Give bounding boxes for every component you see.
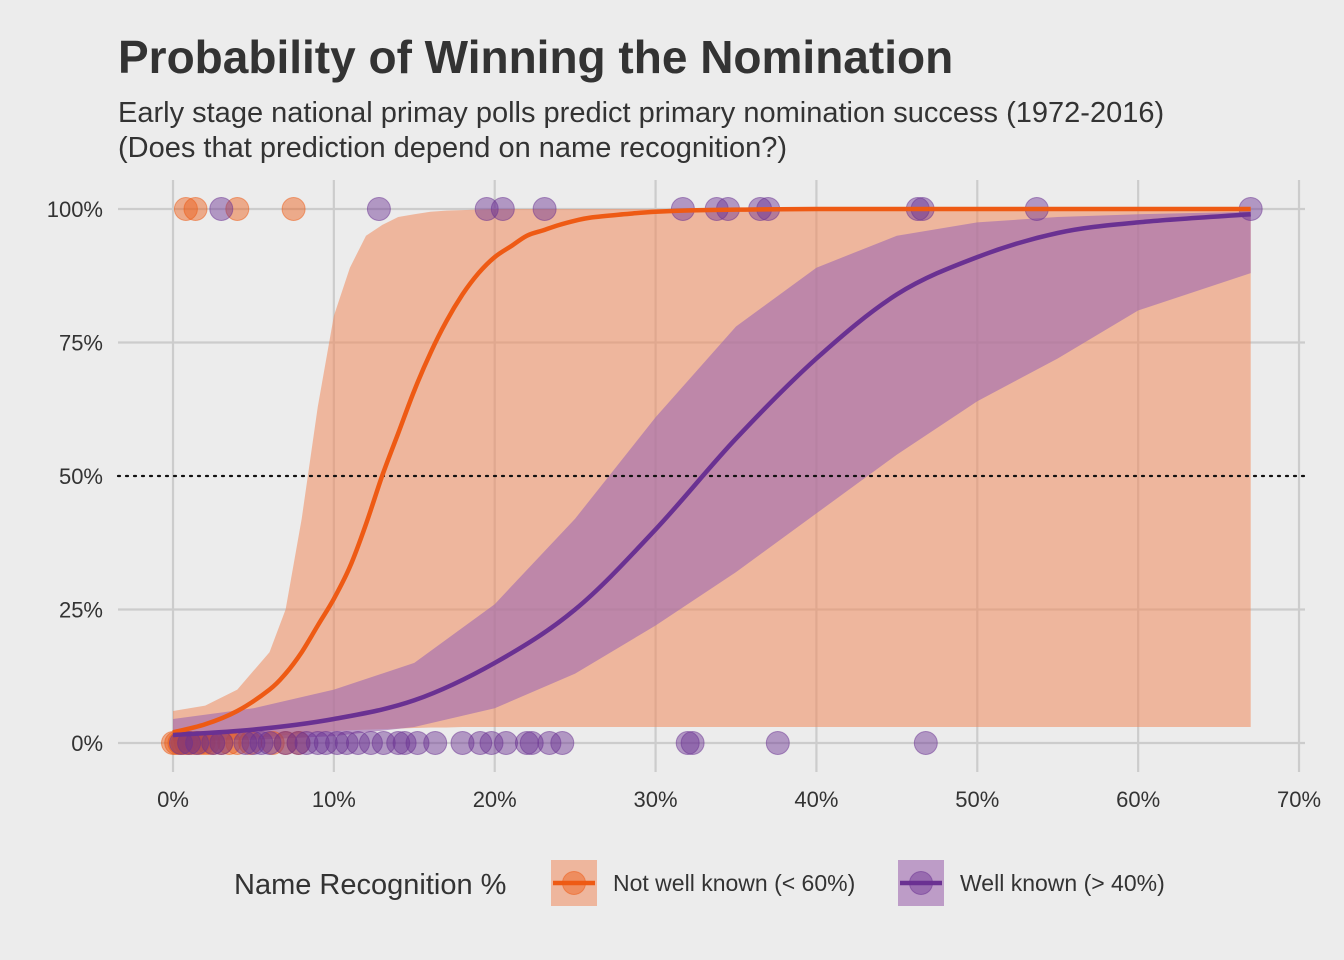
data-point-s1-14 [325, 731, 350, 755]
data-point-s1-20 [392, 731, 417, 755]
legend-items: Not well known (< 60%) Well known (> 40%) [551, 860, 1165, 906]
y-tick-label: 100% [47, 197, 103, 222]
x-tick-label: 70% [1277, 787, 1321, 812]
data-point-s1-25 [479, 731, 504, 755]
x-tick-label: 40% [794, 787, 838, 812]
data-point-s1-21 [405, 731, 430, 755]
fit-lines [172, 206, 1251, 738]
x-tick-label: 60% [1116, 787, 1160, 812]
x-axis-tick-labels: 0% 10% 20% 30% 40% 50% 60% 70% [157, 787, 1321, 812]
data-point-s1-34 [913, 731, 938, 755]
legend-item-0: Not well known (< 60%) [551, 860, 855, 906]
data-point-s1-26 [494, 731, 518, 755]
data-point-s1-22 [423, 731, 448, 755]
chart-subtitle-line-1: Early stage national primay polls predic… [118, 97, 1164, 129]
data-point-s1-10 [286, 731, 311, 755]
data-point-s0-19 [183, 197, 208, 221]
data-point-s1-30 [550, 731, 575, 755]
data-point-s1-35 [209, 197, 234, 221]
data-point-s1-39 [532, 197, 557, 221]
data-point-s1-36 [366, 197, 391, 221]
y-axis-tick-labels: 0% 25% 50% 75% 100% [47, 197, 103, 756]
legend-label: Not well known (< 60%) [613, 870, 855, 896]
x-tick-label: 30% [634, 787, 678, 812]
data-point-s1-33 [765, 731, 790, 755]
x-tick-label: 50% [955, 787, 999, 812]
data-point-s0-21 [281, 197, 306, 221]
data-point-s1-1 [177, 731, 202, 755]
data-point-s1-7 [249, 731, 274, 755]
chart-subtitle-line-2: (Does that prediction depend on name rec… [118, 132, 787, 164]
data-point-s1-28 [519, 731, 544, 755]
data-point-s1-23 [450, 731, 475, 755]
legend-item-1: Well known (> 40%) [898, 860, 1165, 906]
data-point-s1-4 [209, 731, 234, 755]
y-tick-label: 50% [59, 464, 103, 489]
data-point-s1-16 [346, 731, 370, 755]
chart-title: Probability of Winning the Nomination [118, 31, 953, 83]
y-tick-label: 25% [59, 598, 103, 623]
y-tick-label: 0% [71, 731, 103, 756]
fit-line-1 [172, 212, 1251, 738]
data-point-s1-18 [371, 731, 396, 755]
legend-key-point [909, 871, 933, 895]
x-tick-label: 10% [312, 787, 356, 812]
data-point-s1-19 [386, 731, 411, 755]
chart-legend: Name Recognition % Not well known (< 60%… [234, 860, 1165, 906]
x-tick-label: 0% [157, 787, 189, 812]
data-point-s1-38 [490, 197, 515, 221]
legend-label: Well known (> 40%) [960, 870, 1165, 896]
legend-title: Name Recognition % [234, 869, 506, 901]
data-point-s1-31 [675, 731, 700, 755]
data-point-s1-29 [537, 731, 562, 755]
y-tick-label: 75% [59, 331, 103, 356]
fit-line-0 [172, 206, 1251, 735]
data-point-s1-32 [680, 731, 705, 755]
data-point-s1-12 [305, 731, 330, 755]
data-point-s1-9 [273, 731, 298, 755]
data-point-s0-18 [173, 197, 198, 221]
x-tick-label: 20% [473, 787, 517, 812]
data-point-s1-17 [358, 731, 383, 755]
legend-key-point [562, 871, 586, 895]
